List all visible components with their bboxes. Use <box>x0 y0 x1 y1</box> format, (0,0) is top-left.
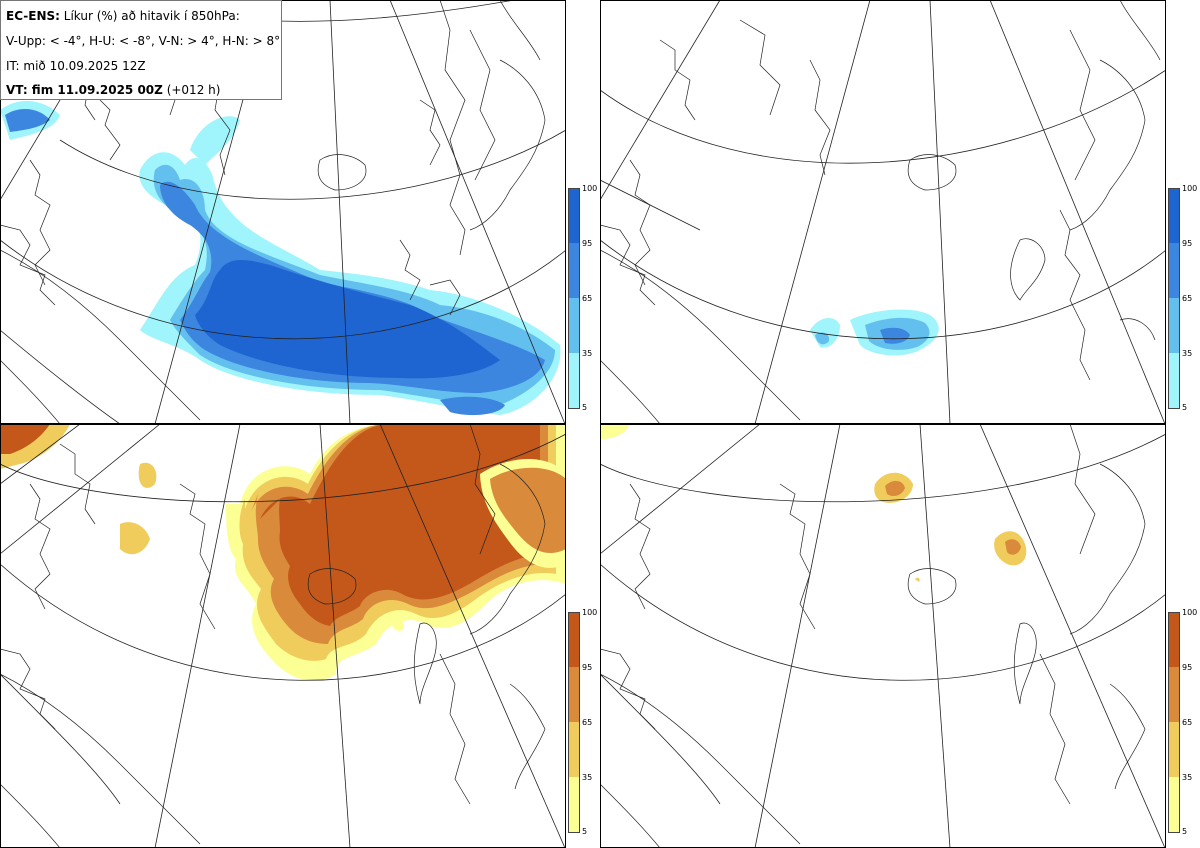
colorbar-tick: 95 <box>582 239 593 248</box>
info-valid-time: VT: fim 11.09.2025 00Z (+012 h) <box>6 83 221 97</box>
info-title: EC-ENS: Líkur (%) að hitavik í 850hPa: <box>6 9 240 23</box>
colorbar-tick: 65 <box>582 294 593 303</box>
graticule <box>0 424 566 848</box>
info-thresholds: V-Upp: < -4°, H-U: < -8°, V-N: > 4°, H-N… <box>6 34 281 48</box>
colorbar-tick: 35 <box>582 349 593 358</box>
graticule <box>600 424 1166 848</box>
warm-anomaly-shading <box>0 424 566 681</box>
colorbar-cold-top-left <box>568 188 580 409</box>
colorbar-tick: 100 <box>582 184 598 193</box>
coastlines <box>600 424 1146 848</box>
cold-anomaly-shading <box>810 309 939 356</box>
colorbar-tick: 35 <box>1182 349 1193 358</box>
colorbar-warm-bottom-right <box>1168 612 1180 833</box>
colorbar-tick: 100 <box>582 608 598 617</box>
coastlines <box>0 424 546 848</box>
coastlines <box>600 0 1161 424</box>
colorbar-tick: 100 <box>1182 184 1198 193</box>
forecast-info-box: EC-ENS: Líkur (%) að hitavik í 850hPa: V… <box>0 0 282 100</box>
map-panel-bottom-right: 100 95 65 35 5 <box>600 424 1197 848</box>
warm-anomaly-shading <box>600 424 1027 582</box>
colorbar-tick: 95 <box>582 663 593 672</box>
colorbar-tick: 65 <box>1182 294 1193 303</box>
colorbar-tick: 5 <box>582 827 588 836</box>
cold-anomaly-shading <box>0 100 561 416</box>
colorbar-tick: 95 <box>1182 663 1193 672</box>
colorbar-tick: 65 <box>1182 718 1193 727</box>
map-panel-bottom-left: 100 95 65 35 5 <box>0 424 597 848</box>
colorbar-tick: 5 <box>1182 403 1188 412</box>
colorbar-tick: 65 <box>582 718 593 727</box>
colorbar-tick: 100 <box>1182 608 1198 617</box>
map-panel-top-left: 100 95 65 35 5 <box>0 0 597 424</box>
graticule <box>600 0 1166 424</box>
map-panel-top-right: 100 95 65 35 5 <box>600 0 1197 424</box>
colorbar-tick: 35 <box>582 773 593 782</box>
info-init-time: IT: mið 10.09.2025 12Z <box>6 59 146 73</box>
colorbar-tick: 5 <box>1182 827 1188 836</box>
colorbar-tick: 5 <box>582 403 588 412</box>
colorbar-cold-top-right <box>1168 188 1180 409</box>
colorbar-warm-bottom-left <box>568 612 580 833</box>
colorbar-tick: 95 <box>1182 239 1193 248</box>
colorbar-tick: 35 <box>1182 773 1193 782</box>
